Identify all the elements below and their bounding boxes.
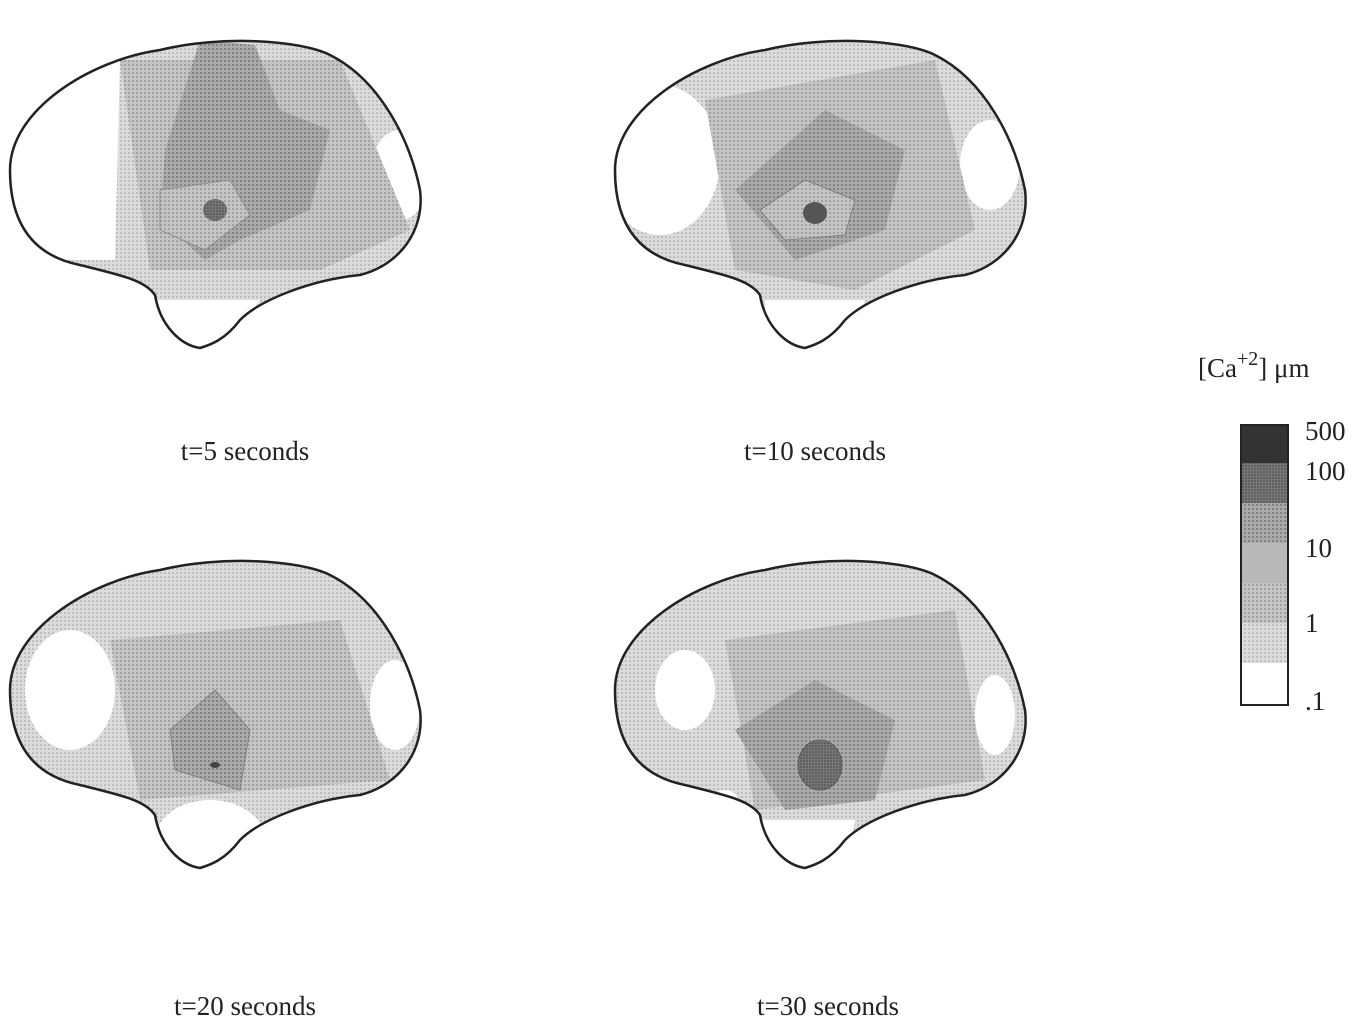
caption: t=5 seconds: [181, 436, 309, 466]
legend: [Ca+2] μm 500 100 10 1 .1: [1198, 348, 1346, 716]
legend-label: .1: [1305, 686, 1325, 716]
legend-title-superscript: +2: [1237, 348, 1258, 370]
figure: t=5 seconds t=10 seconds t=20 seconds t=…: [0, 0, 1370, 1023]
legend-label: 1: [1305, 608, 1319, 638]
legend-label: 10: [1305, 533, 1332, 563]
caption: t=30 seconds: [757, 991, 899, 1021]
panel-1: [0, 40, 430, 360]
caption: t=20 seconds: [174, 991, 316, 1021]
page: t=5 seconds t=10 seconds t=20 seconds t=…: [0, 0, 1370, 1023]
legend-label: 100: [1305, 456, 1346, 486]
panel-3: [10, 561, 421, 880]
panel-4: [615, 561, 1026, 880]
legend-label: 500: [1305, 416, 1346, 446]
legend-title: [Ca+2] μm: [1198, 348, 1309, 383]
legend-title-base: [Ca: [1198, 353, 1237, 383]
caption: t=10 seconds: [744, 436, 886, 466]
legend-title-suffix: ] μm: [1258, 353, 1309, 383]
panel-2: [600, 41, 1026, 360]
